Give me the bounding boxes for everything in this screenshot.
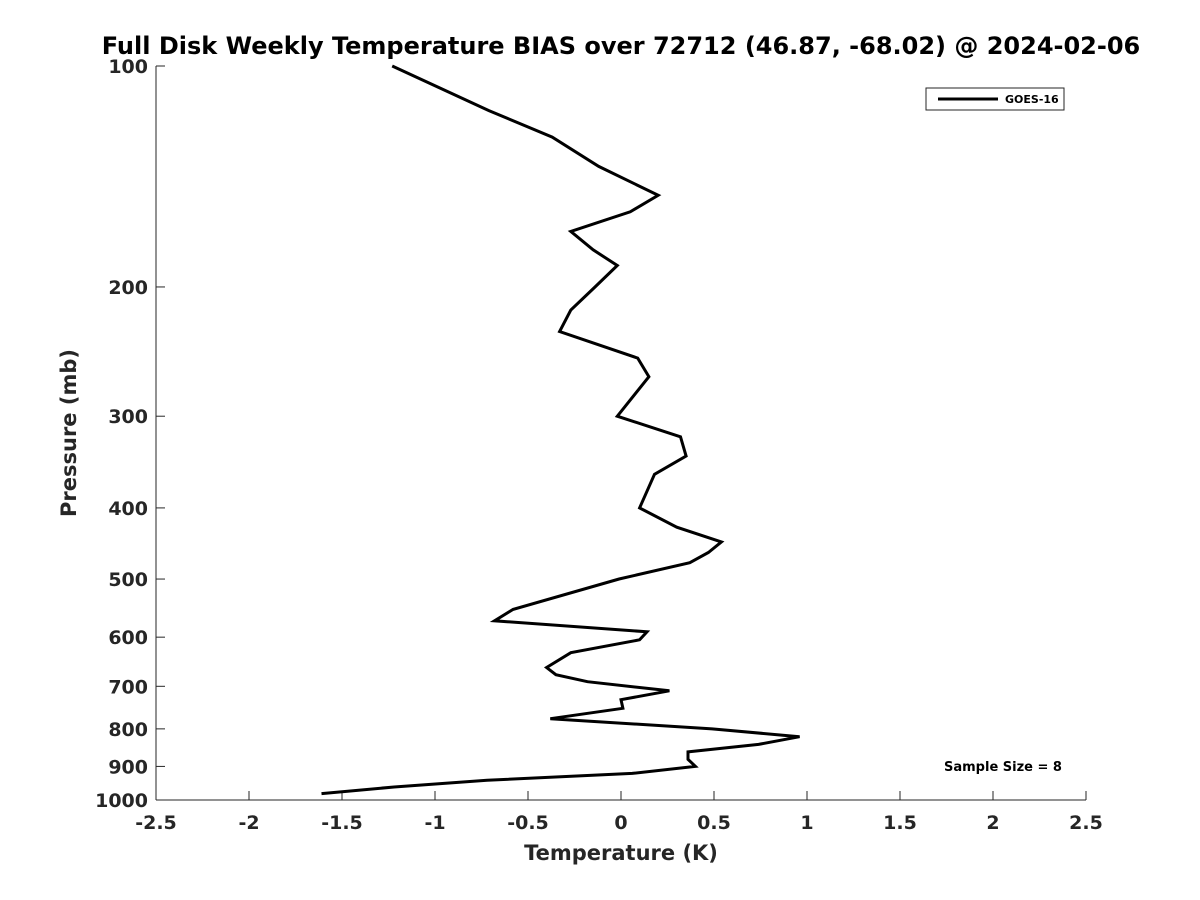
x-tick-label: 0.5 [697,812,731,834]
sample-size-annotation: Sample Size = 8 [944,760,1062,775]
y-tick-label: 300 [108,406,148,428]
x-tick-label: 2.5 [1069,812,1103,834]
y-tick-label: 600 [108,627,148,649]
x-tick-label: -0.5 [507,812,549,834]
series-layer [321,64,800,796]
x-tick-label: -2 [238,812,259,834]
x-tick-label: 0 [614,812,627,834]
x-tick-label: -2.5 [135,812,177,834]
x-tick-label: 2 [986,812,999,834]
y-tick-label: 500 [108,569,148,591]
x-tick-label: -1.5 [321,812,363,834]
legend: GOES-16 [925,87,1065,111]
y-ticks: 100 200 300 400 500 600 700 800 900 1000 [95,56,165,812]
y-tick-label: 100 [108,56,148,78]
x-tick-label: -1 [424,812,445,834]
y-tick-label: 700 [108,676,148,698]
y-tick-label: 200 [108,277,148,299]
y-tick-label: 800 [108,719,148,741]
y-tick-label: 900 [108,756,148,778]
x-tick-label: 1 [800,812,813,834]
series-line-goes-16 [321,64,800,796]
y-tick-label: 400 [108,498,148,520]
x-tick-label: 1.5 [883,812,917,834]
legend-label-goes-16: GOES-16 [1005,93,1059,106]
chart-title: Full Disk Weekly Temperature BIAS over 7… [102,32,1141,60]
y-axis-label: Pressure (mb) [57,349,81,517]
y-tick-label: 1000 [95,790,148,812]
x-axis-label: Temperature (K) [524,841,718,865]
x-ticks: -2.5 -2 -1.5 -1 -0.5 0 0.5 1 1.5 2 2.5 [135,791,1103,834]
